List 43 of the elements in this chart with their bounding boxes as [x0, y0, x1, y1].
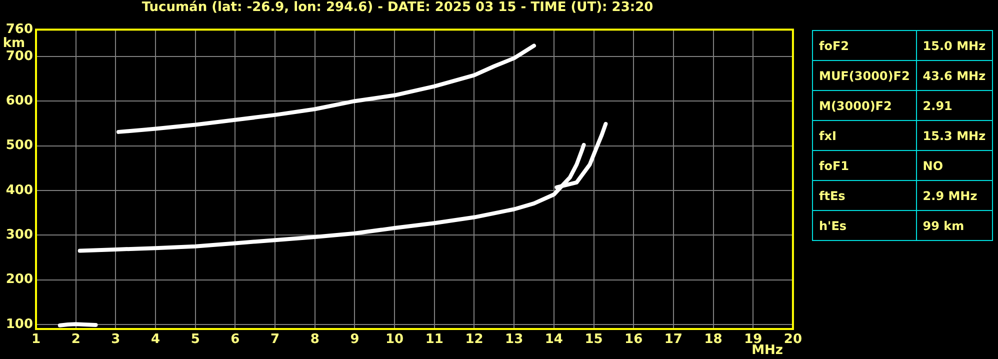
y-tick-label: 500	[6, 138, 33, 154]
x-tick-label: 17	[664, 332, 682, 348]
x-tick-label: 14	[544, 332, 563, 348]
x-tick-label: 4	[150, 332, 160, 348]
x-tick-label: 7	[270, 332, 280, 348]
text: fxI	[812, 120, 916, 150]
x-tick-label: 11	[425, 332, 444, 348]
text: 99 km	[916, 210, 992, 240]
text: 43.6 MHz	[916, 60, 992, 90]
text: M(3000)F2	[812, 90, 916, 120]
x-tick-label: 9	[350, 332, 360, 348]
chart-title: Tucumán (lat: -26.9, lon: 294.6) - DATE: 2025 03 15 - TIME (UT): 23:20	[142, 0, 654, 16]
y-tick-label: 600	[6, 93, 33, 108]
y-tick-label: 300	[6, 228, 33, 243]
x-tick-label: 8	[310, 332, 320, 348]
text: 2.9 MHz	[916, 180, 992, 210]
x-tick-label: 18	[704, 332, 722, 348]
y-tick-label: 200	[6, 272, 33, 288]
text: h'Es	[812, 210, 916, 240]
y-axis-title: km	[2, 36, 26, 51]
x-tick-label: 16	[624, 332, 643, 348]
text: 15.0 MHz	[916, 30, 992, 60]
y-tick-label: 100	[6, 316, 33, 332]
x-tick-label: 6	[230, 332, 240, 348]
text: foF2	[812, 30, 916, 60]
text: MUF(3000)F2	[812, 60, 916, 90]
x-tick-label: 2	[71, 332, 80, 348]
x-tick-label: 20	[784, 332, 802, 348]
x-tick-label: 10	[386, 332, 404, 348]
y-tick-label: 700	[6, 48, 33, 64]
x-tick-label: 13	[505, 332, 524, 348]
text: foF1	[812, 150, 916, 180]
x-tick-label: 3	[111, 332, 120, 348]
x-tick-label: 15	[584, 332, 603, 348]
x-tick-label: 1	[31, 332, 41, 348]
text: ftEs	[812, 180, 916, 210]
text: NO	[916, 150, 992, 180]
text: 2.91	[916, 90, 992, 120]
y-tick-label: 400	[6, 182, 33, 198]
x-tick-label: 5	[190, 332, 200, 348]
y-tick-label: 760	[6, 22, 33, 37]
x-tick-label: 12	[465, 332, 484, 348]
text: 15.3 MHz	[916, 120, 992, 150]
